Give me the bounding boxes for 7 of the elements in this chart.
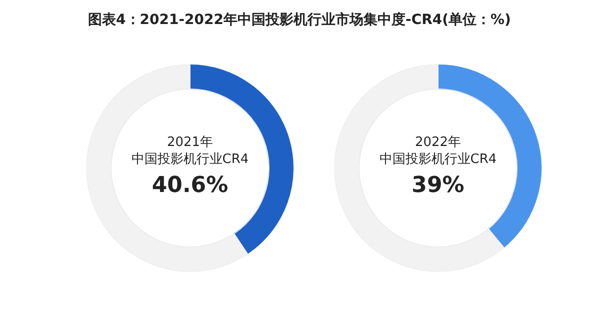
title: 图表4：2021-2022年中国投影机行业市场集中度-CR4(单位：%) xyxy=(88,12,511,28)
annotation: 中国投影机行业CR4 xyxy=(131,152,249,167)
annotation: 中国投影机行业CR4 xyxy=(379,152,497,167)
annotation: 2022年 xyxy=(414,135,462,150)
annotation: 40.6% xyxy=(152,173,228,198)
annotation: 2021年 xyxy=(166,135,214,150)
annotation: 39% xyxy=(412,173,464,198)
